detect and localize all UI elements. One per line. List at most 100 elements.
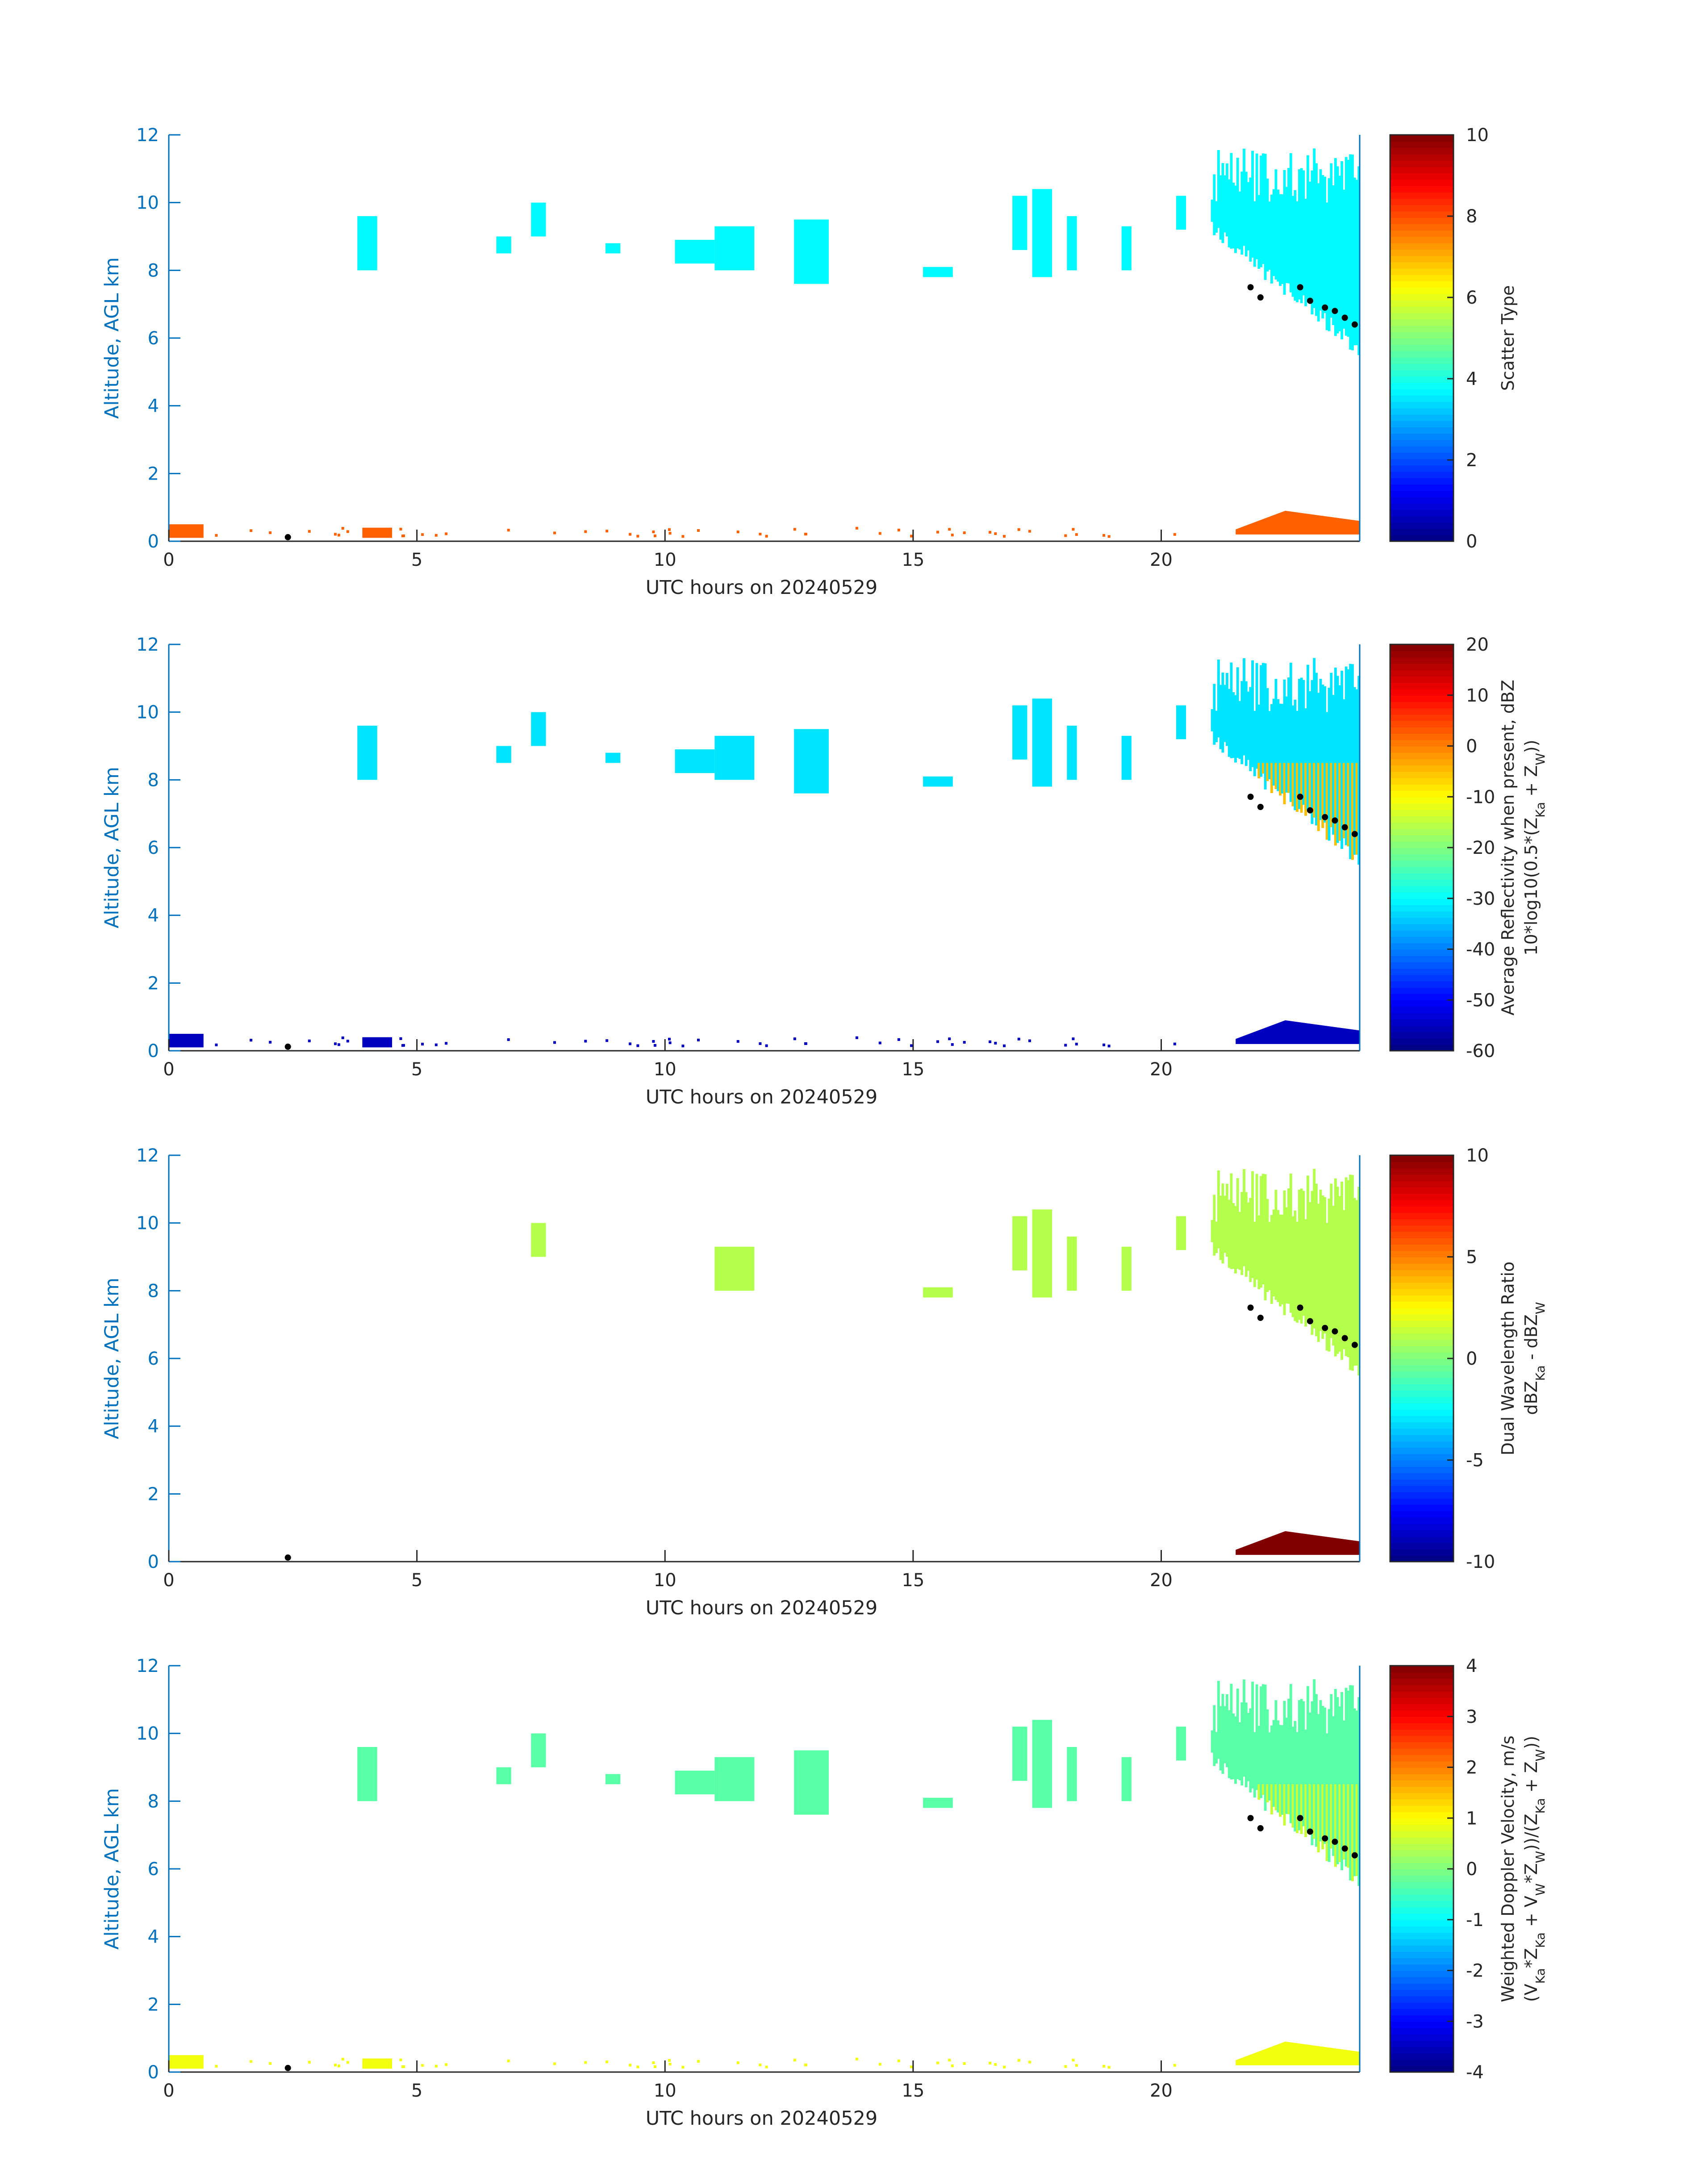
colorbar-band	[1390, 689, 1453, 696]
colorbar-band	[1390, 236, 1453, 243]
colorbar-band	[1390, 274, 1453, 282]
storm-column	[1300, 168, 1303, 303]
storm-column	[1230, 1173, 1233, 1269]
storm-column	[1279, 1214, 1282, 1307]
cloud-patch	[714, 1246, 755, 1291]
storm-column	[1285, 187, 1288, 283]
storm-column	[1253, 1221, 1256, 1287]
colorbar-band	[1390, 414, 1453, 421]
colorbar-band	[1390, 1742, 1453, 1749]
cloud-patch	[1121, 1246, 1132, 1291]
colorbar-band	[1390, 1301, 1453, 1308]
cloud-patch	[357, 216, 377, 271]
storm-column	[1291, 705, 1295, 806]
colorbar-band	[1390, 822, 1453, 829]
low-echo	[629, 533, 632, 536]
storm-column	[1325, 202, 1328, 330]
storm-core	[1257, 763, 1261, 779]
y-tick-label: 8	[148, 1281, 159, 1301]
colorbar-band	[1390, 249, 1453, 256]
colorbar-band	[1390, 1913, 1453, 1920]
colorbar-band	[1390, 695, 1453, 702]
colorbar-band	[1390, 1856, 1453, 1863]
storm-column	[1211, 200, 1214, 222]
storm-column	[1232, 1203, 1235, 1269]
storm-column	[1332, 1206, 1335, 1346]
colorbar-band	[1390, 1371, 1453, 1378]
colorbar-band	[1390, 465, 1453, 472]
low-echo	[372, 1043, 376, 1046]
low-echo	[804, 532, 807, 536]
storm-column	[1332, 695, 1335, 835]
low-echo	[652, 530, 655, 534]
storm-column	[1255, 663, 1258, 769]
low-echo	[989, 531, 992, 534]
cloud-patch	[1176, 1216, 1186, 1250]
colorbar-band	[1390, 701, 1453, 709]
storm-column	[1306, 1175, 1309, 1321]
storm-core	[1261, 1784, 1265, 1795]
storm-column	[1244, 1192, 1248, 1277]
storm-column	[1342, 1210, 1345, 1350]
x-tick-label: 0	[163, 2081, 174, 2101]
storm-column	[1272, 698, 1275, 786]
low-layer	[169, 1034, 204, 1048]
cloud-patch	[1121, 1757, 1132, 1801]
colorbar-band	[1390, 879, 1453, 886]
colorbar-band	[1390, 135, 1453, 142]
storm-column	[1298, 1700, 1301, 1830]
storm-column	[1355, 1200, 1358, 1366]
storm-column	[1345, 1177, 1348, 1356]
colorbar-band	[1390, 331, 1453, 338]
colorbar-band	[1390, 1314, 1453, 1321]
colorbar-band	[1390, 987, 1453, 994]
storm-core	[1325, 1784, 1328, 1861]
colorbar-band	[1390, 1358, 1453, 1366]
low-echo	[697, 2060, 700, 2063]
colorbar-band	[1390, 1691, 1453, 1698]
storm-column	[1317, 183, 1320, 322]
storm-column	[1230, 662, 1233, 758]
storm-column	[1306, 1686, 1309, 1832]
colorbar-band	[1390, 1308, 1453, 1315]
storm-column	[1257, 1726, 1261, 1800]
colorbar-band	[1390, 242, 1453, 250]
storm-column	[1230, 153, 1233, 249]
low-echo	[584, 530, 587, 533]
x-tick-label: 20	[1150, 2081, 1173, 2101]
low-echo	[629, 2064, 632, 2067]
colorbar-band	[1390, 363, 1453, 371]
marker-dot	[1351, 831, 1358, 837]
colorbar: 10 8 6 4 2 0 Scatter Type	[1389, 125, 1518, 552]
cloud-patch	[1067, 1237, 1077, 1291]
cloud-patch	[794, 729, 829, 794]
storm-column	[1234, 695, 1237, 763]
marker-dot	[1257, 294, 1264, 301]
colorbar-band	[1390, 1939, 1453, 1946]
storm-column	[1215, 201, 1218, 233]
y-axis-label: Altitude, AGL km	[101, 257, 123, 419]
y-tick-label: 10	[136, 1724, 159, 1744]
storm-column	[1321, 175, 1324, 319]
storm-column	[1332, 1716, 1335, 1856]
storm-column	[1257, 195, 1261, 269]
colorbar-band	[1390, 644, 1453, 652]
colorbar-band	[1390, 1168, 1453, 1175]
storm-column	[1302, 1701, 1305, 1826]
storm-column	[1247, 1202, 1250, 1271]
colorbar-band	[1390, 1025, 1453, 1032]
low-echo	[337, 534, 340, 537]
storm-column	[1268, 201, 1271, 270]
marker-dot	[1247, 794, 1254, 800]
storm-column	[1215, 710, 1218, 743]
colorbar-band	[1390, 1773, 1453, 1780]
storm-core	[1308, 763, 1311, 814]
storm-column	[1281, 704, 1284, 794]
colorbar-band	[1390, 1326, 1453, 1334]
low-echo	[402, 2065, 405, 2068]
y-tick-label: 0	[148, 531, 159, 552]
colorbar-band	[1390, 720, 1453, 727]
low-echo	[388, 2065, 391, 2068]
marker-dot	[1307, 1318, 1313, 1325]
